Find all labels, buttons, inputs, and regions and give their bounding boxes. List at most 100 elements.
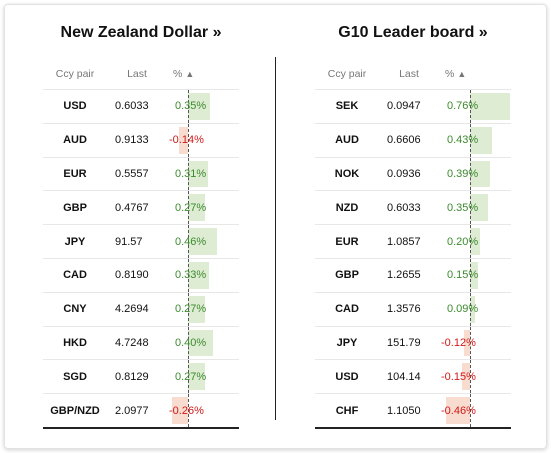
ccy-pair-cell: JPY (336, 336, 358, 349)
table-row[interactable]: GBP 0.4767 0.27% (43, 191, 239, 226)
pct-change-label: 0.35% (175, 100, 207, 113)
zero-line (470, 225, 471, 258)
nzd-panel-title[interactable]: New Zealand Dollar » (60, 24, 222, 41)
pct-change-bar (188, 329, 214, 357)
ccy-pair-cell: AUD (335, 134, 359, 147)
pct-change-cell: 0.40% (167, 326, 239, 360)
pct-change-cell: -0.26% (167, 394, 239, 427)
ccy-pair-cell: CHF (335, 404, 359, 417)
pct-change-bar (470, 126, 493, 154)
zero-line (188, 157, 189, 191)
table-row[interactable]: SEK 0.0947 0.76% (315, 90, 511, 124)
pct-change-label: 0.39% (447, 167, 479, 180)
ccy-pair-cell: CAD (335, 303, 359, 316)
table-row[interactable]: AUD 0.6606 0.43% (315, 123, 511, 158)
pct-change-label: 0.46% (175, 235, 207, 248)
zero-line (470, 191, 471, 225)
ccy-pair-cell: CAD (63, 269, 87, 282)
last-price-cell: 0.6033 (115, 100, 149, 113)
ccy-pair-header[interactable]: Ccy pair (55, 68, 95, 80)
ccy-pair-cell: SEK (335, 100, 359, 113)
table-row[interactable]: CNY 4.2694 0.27% (43, 292, 239, 327)
table-row[interactable]: USD 104.14 -0.15% (315, 360, 511, 395)
pct-change-bar (470, 160, 491, 188)
nzd-panel: New Zealand Dollar » Ccy pair Last % ▲ US… (43, 5, 239, 429)
pct-change-label: 0.20% (447, 235, 479, 248)
last-header[interactable]: Last (399, 68, 419, 80)
last-price-cell: 151.79 (387, 336, 421, 349)
zero-line (470, 123, 471, 157)
pct-change-bar (188, 160, 208, 188)
pct-change-label: -0.12% (441, 336, 476, 349)
pct-change-cell: 0.27% (167, 360, 239, 394)
zero-line (470, 90, 471, 123)
zero-line (470, 394, 471, 427)
table-row[interactable]: CAD 0.8190 0.33% (43, 258, 239, 293)
table-row[interactable]: EUR 1.0857 0.20% (315, 225, 511, 259)
table-row[interactable]: CHF 1.1050 -0.46% (315, 394, 511, 429)
pct-change-cell: 0.27% (167, 292, 239, 326)
pct-change-bar (188, 93, 211, 120)
widget-frame: New Zealand Dollar » Ccy pair Last % ▲ US… (4, 4, 547, 449)
zero-line (470, 157, 471, 191)
pct-change-bar (171, 397, 188, 424)
ccy-pair-cell: USD (63, 100, 87, 113)
pct-change-cell: 0.33% (167, 258, 239, 292)
ccy-pair-cell: USD (335, 370, 359, 383)
ccy-pair-header[interactable]: Ccy pair (327, 68, 367, 80)
ccy-pair-cell: JPY (64, 235, 86, 248)
pct-change-cell: 0.39% (439, 157, 511, 191)
table-row[interactable]: SGD 0.8129 0.27% (43, 360, 239, 395)
table-row[interactable]: USD 0.6033 0.35% (43, 90, 239, 124)
table-row[interactable]: JPY 91.57 0.46% (43, 225, 239, 259)
pct-change-cell: 0.20% (439, 225, 511, 258)
table-row[interactable]: EUR 0.5557 0.31% (43, 157, 239, 192)
zero-line (188, 123, 189, 157)
pct-change-bar (470, 228, 481, 255)
ccy-pair-cell: CNY (63, 303, 87, 316)
pct-header[interactable]: % ▲ (439, 61, 511, 89)
last-price-cell: 0.8129 (115, 370, 149, 383)
pct-change-bar (446, 397, 470, 424)
zero-line (470, 258, 471, 292)
table-row[interactable]: CAD 1.3576 0.09% (315, 292, 511, 327)
zero-line (188, 292, 189, 326)
pct-change-bar (463, 329, 470, 357)
last-price-cell: 0.6033 (387, 201, 421, 214)
zero-line (188, 394, 189, 427)
pct-change-bar (188, 194, 205, 222)
ccy-pair-cell: SGD (63, 370, 87, 383)
last-price-cell: 1.3576 (387, 303, 421, 316)
zero-line (188, 258, 189, 292)
g10-panel: G10 Leader board » Ccy pair Last % ▲ SEK 0… (315, 5, 511, 429)
last-price-cell: 0.0947 (387, 100, 421, 113)
pct-change-label: -0.15% (441, 370, 476, 383)
g10-rows: SEK 0.0947 0.76% AUD 0.6606 0.43% NOK 0.0936 0.3… (315, 90, 511, 429)
g10-panel-title[interactable]: G10 Leader board » (338, 24, 488, 41)
pct-change-bar (470, 93, 510, 120)
last-header[interactable]: Last (127, 68, 147, 80)
pct-change-bar (188, 295, 205, 323)
table-row[interactable]: NOK 0.0936 0.39% (315, 157, 511, 192)
pct-change-label: 0.27% (175, 303, 207, 316)
pct-header-label: % (173, 68, 183, 80)
ccy-pair-cell: HKD (63, 336, 87, 349)
pct-change-label: 0.27% (175, 370, 207, 383)
table-row[interactable]: NZD 0.6033 0.35% (315, 191, 511, 226)
pct-change-cell: -0.12% (439, 326, 511, 360)
table-row[interactable]: AUD 0.9133 -0.14% (43, 123, 239, 158)
pct-change-cell: 0.35% (439, 191, 511, 225)
table-row[interactable]: JPY 151.79 -0.12% (315, 326, 511, 361)
table-row[interactable]: GBP/NZD 2.0977 -0.26% (43, 394, 239, 429)
table-row[interactable]: HKD 4.7248 0.40% (43, 326, 239, 361)
table-row[interactable]: GBP 1.2655 0.15% (315, 258, 511, 293)
zero-line (188, 225, 189, 258)
zero-line (188, 191, 189, 225)
last-price-cell: 4.7248 (115, 336, 149, 349)
pct-header[interactable]: % ▲ (167, 61, 239, 89)
zero-line (470, 292, 471, 326)
last-price-cell: 0.4767 (115, 201, 149, 214)
pct-change-label: -0.26% (169, 404, 204, 417)
pct-change-cell: 0.46% (167, 225, 239, 258)
ccy-pair-cell: NZD (335, 201, 359, 214)
